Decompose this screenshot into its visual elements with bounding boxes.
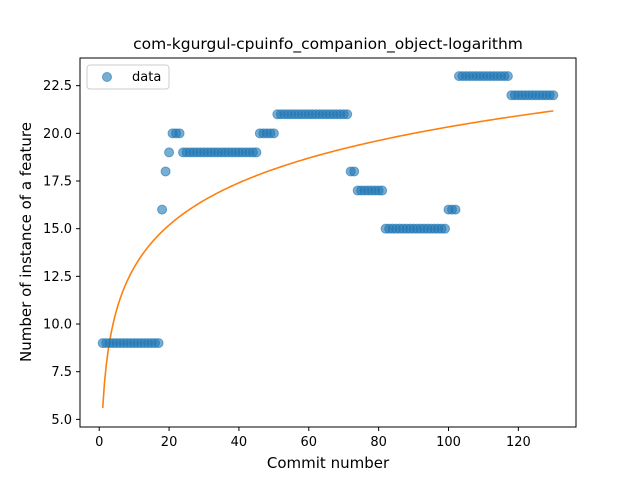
x-tick-label: 60 — [301, 435, 318, 450]
data-point — [161, 167, 170, 176]
x-tick-label: 40 — [231, 435, 248, 450]
y-tick-label: 12.5 — [43, 270, 72, 285]
y-tick-label: 7.5 — [51, 365, 72, 380]
x-tick-label: 120 — [506, 435, 531, 450]
legend: data — [87, 65, 169, 89]
data-point — [343, 110, 352, 119]
x-axis-label: Commit number — [267, 454, 390, 472]
data-point — [378, 186, 387, 195]
x-tick-label: 80 — [370, 435, 387, 450]
x-tick-label: 100 — [436, 435, 461, 450]
legend-label-data: data — [132, 70, 161, 85]
data-point — [451, 205, 460, 214]
y-tick-label: 20.0 — [43, 127, 72, 142]
y-tick-label: 22.5 — [43, 79, 72, 94]
data-point — [154, 339, 163, 348]
chart-title: com-kgurgul-cpuinfo_companion_object-log… — [133, 35, 523, 54]
y-tick-label: 15.0 — [43, 222, 72, 237]
legend-marker-data — [103, 73, 112, 82]
x-tick-label: 20 — [161, 435, 178, 450]
data-point — [165, 148, 174, 157]
y-axis-label: Number of instance of a feature — [17, 122, 35, 362]
y-tick-label: 17.5 — [43, 175, 72, 190]
y-tick-label: 5.0 — [51, 413, 72, 428]
data-point — [441, 224, 450, 233]
data-point — [269, 129, 278, 138]
data-point — [175, 129, 184, 138]
data-point — [503, 72, 512, 81]
x-tick-label: 0 — [95, 435, 103, 450]
data-point — [252, 148, 261, 157]
data-point — [158, 205, 167, 214]
data-point — [549, 91, 558, 100]
data-point — [350, 167, 359, 176]
y-tick-label: 10.0 — [43, 318, 72, 333]
